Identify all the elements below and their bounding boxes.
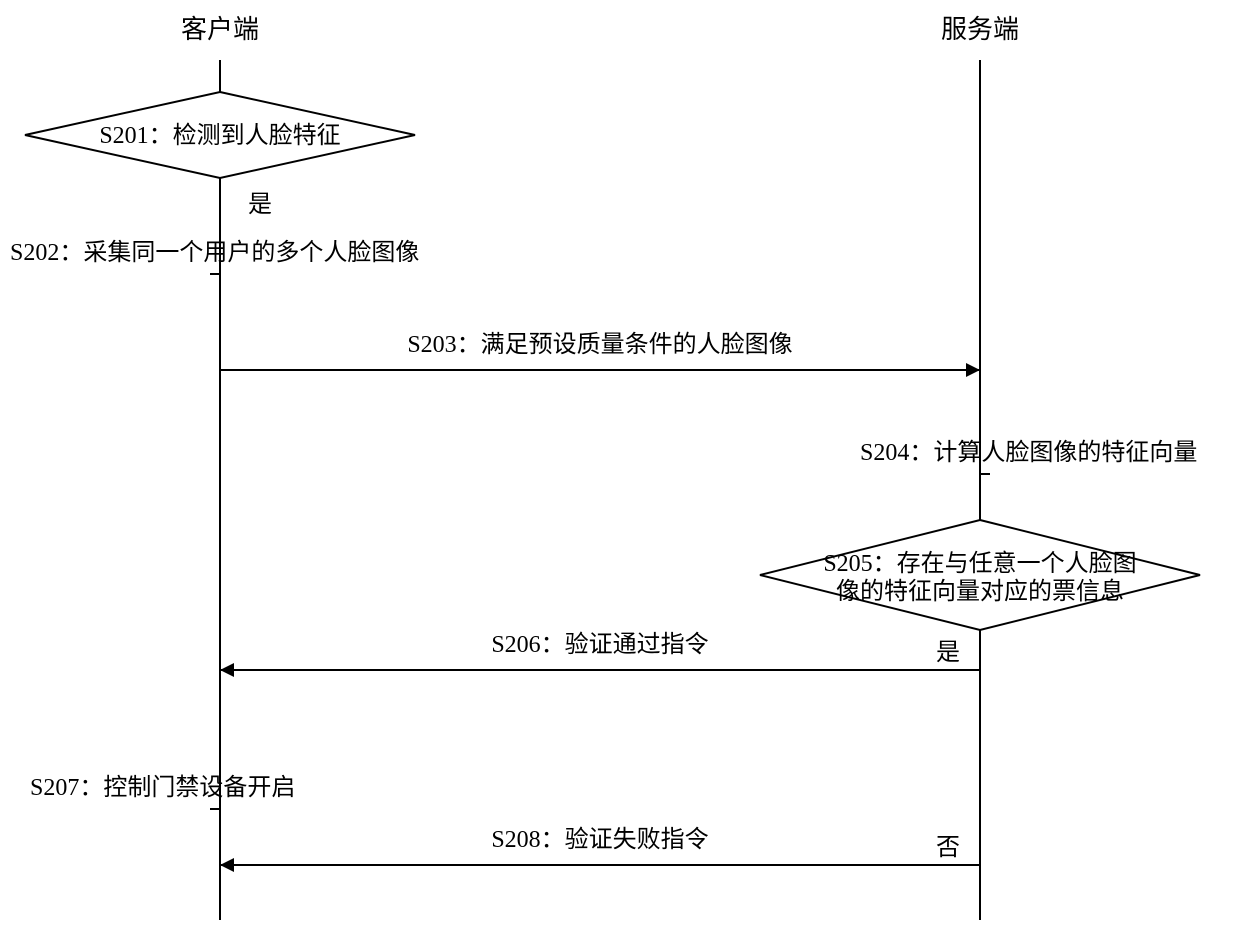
s207-label: S207：控制门禁设备开启 [30, 774, 295, 801]
s202-label: S202：采集同一个用户的多个人脸图像 [10, 239, 419, 266]
decision-s205-line2: 像的特征向量对应的票信息 [836, 578, 1124, 605]
decision-s205-yes: 是 [936, 640, 960, 666]
actor-client-label: 客户端 [181, 15, 259, 44]
decision-s201-yes: 是 [248, 192, 272, 218]
s203-label: S203：满足预设质量条件的人脸图像 [407, 331, 792, 358]
decision-s205-line1: S205：存在与任意一个人脸图 [823, 550, 1136, 577]
s208-label: S208：验证失败指令 [491, 826, 708, 853]
decision-s201-label: S201：检测到人脸特征 [99, 122, 340, 149]
s206-label: S206：验证通过指令 [491, 631, 708, 658]
actor-server-label: 服务端 [941, 15, 1019, 44]
decision-s205-no: 否 [936, 835, 960, 861]
s204-label: S204：计算人脸图像的特征向量 [860, 439, 1197, 466]
